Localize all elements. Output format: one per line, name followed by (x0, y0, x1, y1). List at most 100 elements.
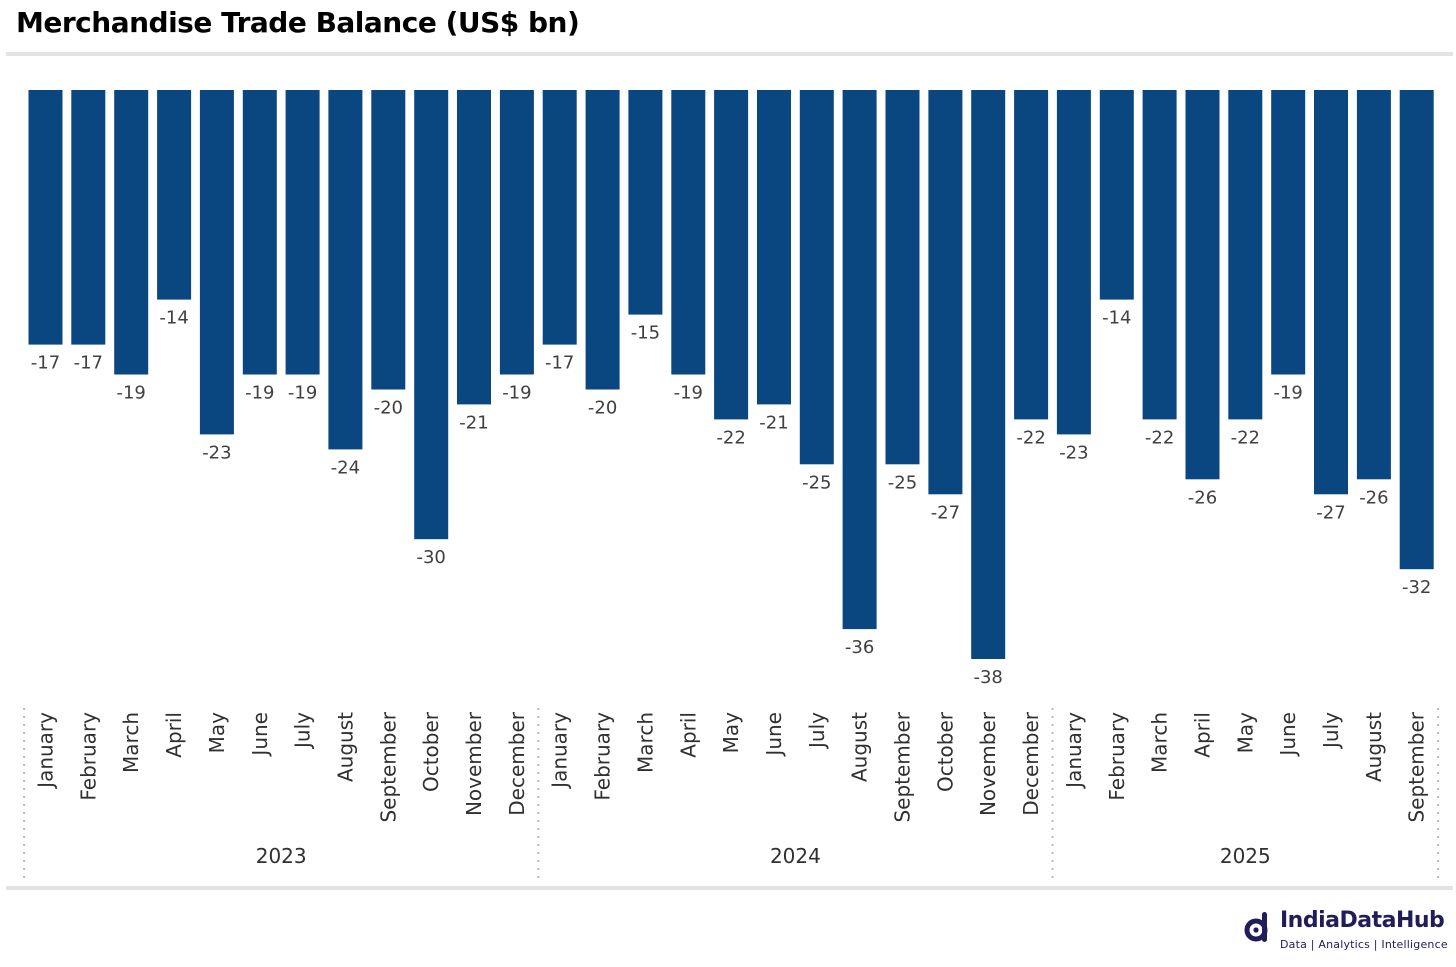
brand-tagline: Data | Analytics | Intelligence (1280, 938, 1448, 951)
month-tick-label: January (548, 712, 572, 790)
month-tick-label: July (805, 712, 829, 750)
x-axis-month-labels: January February March April May June July Augu… (34, 711, 1429, 822)
month-tick-label: April (162, 712, 186, 758)
data-label: -38 (973, 667, 1002, 688)
data-label: -23 (202, 442, 231, 463)
brand-logo: IndiaDataHub Data | Analytics | Intellig… (1244, 908, 1454, 960)
bar (714, 90, 749, 420)
bar (1185, 90, 1220, 480)
data-label: -21 (759, 412, 788, 433)
data-label: -25 (888, 472, 917, 493)
data-label: -20 (588, 398, 617, 419)
india-data-hub-logo-icon (1244, 912, 1268, 942)
month-tick-label: December (505, 711, 529, 815)
bar (71, 90, 106, 345)
bar (1014, 90, 1049, 420)
data-label: -15 (631, 323, 660, 344)
bar-series (28, 90, 1434, 659)
data-label: -27 (1316, 502, 1345, 523)
data-label: -25 (802, 472, 831, 493)
bar (499, 90, 534, 375)
bar (371, 90, 406, 390)
bar (242, 90, 277, 375)
data-label: -23 (1059, 442, 1088, 463)
data-label: -22 (1016, 427, 1045, 448)
bar (328, 90, 363, 450)
bar-chart: -17 -17-19-14-23-19 -19-24-20-30-21-19-17-… (23, 90, 1440, 878)
data-label: -26 (1188, 487, 1217, 508)
data-label: -19 (116, 383, 145, 404)
top-divider (6, 52, 1453, 56)
month-tick-label: February (591, 712, 615, 801)
chart-title: Merchandise Trade Balance (US$ bn) (16, 6, 580, 39)
x-axis-year-labels: 2023 2024 2025 (256, 844, 1271, 868)
data-label: -19 (288, 383, 317, 404)
bar (114, 90, 149, 375)
data-label: -17 (74, 353, 103, 374)
month-tick-label: September (1405, 711, 1429, 822)
month-tick-label: July (291, 712, 315, 750)
bar (285, 90, 320, 375)
year-label: 2025 (1220, 844, 1271, 868)
month-tick-label: September (891, 711, 915, 822)
month-tick-label: August (1362, 712, 1386, 782)
data-label: -24 (331, 457, 360, 478)
month-tick-label: August (333, 712, 357, 782)
bar (28, 90, 63, 345)
bar (671, 90, 706, 375)
data-label: -26 (1359, 487, 1388, 508)
data-label: -36 (845, 637, 874, 658)
data-label: -20 (374, 398, 403, 419)
month-tick-label: June (1276, 712, 1300, 758)
month-tick-label: November (976, 711, 1000, 816)
month-tick-label: December (1019, 711, 1043, 815)
bar (1314, 90, 1348, 495)
month-tick-label: September (376, 711, 400, 822)
month-tick-label: June (762, 712, 786, 758)
month-tick-label: October (419, 711, 443, 792)
bar (842, 90, 877, 630)
bar (971, 90, 1006, 659)
data-label: -14 (159, 308, 188, 329)
data-labels: -17 -17-19-14-23-19 -19-24-20-30-21-19-17-… (31, 308, 1432, 688)
bottom-divider (6, 886, 1453, 890)
bar (628, 90, 663, 315)
data-label: -17 (31, 353, 60, 374)
data-label: -19 (502, 383, 531, 404)
data-label: -22 (716, 427, 745, 448)
bar (1099, 90, 1134, 300)
month-tick-label: August (848, 712, 872, 782)
data-label: -19 (1273, 383, 1302, 404)
bar (757, 90, 791, 405)
month-tick-label: March (633, 712, 657, 773)
month-tick-label: May (719, 712, 743, 754)
bar (542, 90, 577, 345)
data-label: -19 (674, 383, 703, 404)
month-tick-label: October (933, 711, 957, 792)
bar (1356, 90, 1391, 480)
month-tick-label: January (34, 712, 58, 790)
data-label: -21 (459, 412, 488, 433)
month-tick-label: January (1062, 712, 1086, 790)
bar (1142, 90, 1177, 420)
month-tick-label: November (462, 711, 486, 816)
bar (799, 90, 834, 465)
bar (1399, 90, 1434, 570)
data-label: -14 (1102, 308, 1131, 329)
month-tick-label: February (76, 712, 100, 801)
bar (199, 90, 234, 435)
month-tick-label: June (248, 712, 272, 758)
bar (457, 90, 491, 405)
data-label: -22 (1145, 427, 1174, 448)
brand-name: IndiaDataHub (1280, 908, 1445, 933)
month-tick-label: July (1319, 712, 1343, 750)
year-label: 2024 (770, 844, 821, 868)
bar (585, 90, 620, 390)
bar (414, 90, 449, 540)
year-label: 2023 (256, 844, 307, 868)
bar (928, 90, 963, 495)
bar (1056, 90, 1091, 435)
bar (157, 90, 192, 300)
data-label: -22 (1231, 427, 1260, 448)
data-label: -30 (416, 547, 445, 568)
